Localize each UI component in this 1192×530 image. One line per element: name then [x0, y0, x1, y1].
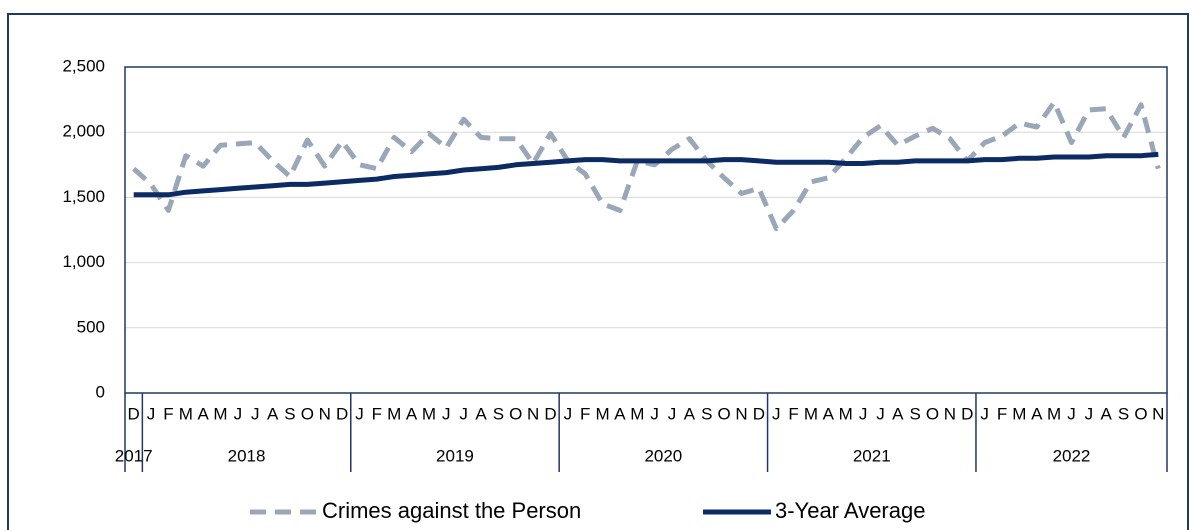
x-tick-label: F: [163, 404, 173, 423]
x-tick-label: J: [1085, 404, 1094, 423]
x-tick-label: O: [301, 404, 314, 423]
x-tick-label: O: [509, 404, 522, 423]
x-tick-label: J: [147, 404, 156, 423]
x-tick-label: M: [387, 404, 401, 423]
x-tick-label: D: [336, 404, 348, 423]
x-tick-label: M: [422, 404, 436, 423]
x-group-label: 2018: [228, 446, 266, 465]
series-line: [132, 99, 1161, 232]
y-tick-label: 2,500: [62, 56, 105, 75]
x-tick-label: N: [735, 404, 747, 423]
x-tick-label: A: [614, 404, 626, 423]
x-group-label: 2021: [853, 446, 891, 465]
x-tick-label: D: [544, 404, 556, 423]
x-tick-label: J: [442, 404, 451, 423]
x-tick-label: M: [179, 404, 193, 423]
x-tick-label: S: [493, 404, 504, 423]
x-tick-label: M: [839, 404, 853, 423]
x-tick-label: A: [684, 404, 696, 423]
x-tick-label: A: [197, 404, 209, 423]
legend-label: Crimes against the Person: [322, 498, 581, 523]
x-tick-label: O: [1134, 404, 1147, 423]
x-tick-label: J: [859, 404, 868, 423]
x-tick-label: J: [772, 404, 781, 423]
x-tick-label: J: [355, 404, 364, 423]
x-tick-label: J: [876, 404, 885, 423]
x-tick-label: S: [701, 404, 712, 423]
x-tick-label: M: [1047, 404, 1061, 423]
x-tick-label: J: [459, 404, 468, 423]
x-tick-label: M: [1012, 404, 1026, 423]
x-group-label: 2022: [1053, 446, 1091, 465]
x-tick-label: J: [668, 404, 677, 423]
x-group-label: 2019: [436, 446, 474, 465]
x-tick-label: N: [319, 404, 331, 423]
x-tick-label: N: [527, 404, 539, 423]
frame: [7, 13, 1189, 530]
x-tick-label: M: [804, 404, 818, 423]
x-tick-label: O: [718, 404, 731, 423]
x-tick-label: A: [1031, 404, 1043, 423]
x-tick-label: A: [892, 404, 904, 423]
x-tick-label: F: [372, 404, 382, 423]
x-tick-label: J: [1067, 404, 1076, 423]
x-tick-label: A: [823, 404, 835, 423]
x-tick-label: F: [788, 404, 798, 423]
x-tick-label: D: [128, 404, 140, 423]
x-tick-label: F: [580, 404, 590, 423]
x-tick-label: S: [910, 404, 921, 423]
x-tick-label: J: [251, 404, 260, 423]
x-tick-label: S: [284, 404, 295, 423]
x-tick-label: A: [406, 404, 418, 423]
x-group-label: 2017: [115, 446, 153, 465]
x-tick-label: F: [997, 404, 1007, 423]
x-tick-label: N: [944, 404, 956, 423]
x-tick-label: M: [595, 404, 609, 423]
y-tick-label: 2,000: [62, 122, 105, 141]
x-tick-label: D: [753, 404, 765, 423]
y-tick-label: 1,500: [62, 187, 105, 206]
x-group-label: 2020: [644, 446, 682, 465]
y-tick-label: 1,000: [62, 252, 105, 271]
x-tick-label: D: [961, 404, 973, 423]
x-tick-label: S: [1118, 404, 1129, 423]
y-tick-label: 500: [77, 317, 105, 336]
x-tick-label: A: [1101, 404, 1113, 423]
x-tick-label: J: [234, 404, 243, 423]
plot-frame: [124, 66, 1168, 394]
x-tick-label: M: [630, 404, 644, 423]
x-tick-label: J: [564, 404, 573, 423]
series-line: [133, 151, 1159, 198]
x-tick-label: J: [650, 404, 659, 423]
y-tick-label: 0: [96, 382, 105, 401]
x-tick-label: M: [213, 404, 227, 423]
x-tick-label: N: [1152, 404, 1164, 423]
x-tick-label: O: [926, 404, 939, 423]
x-tick-label: J: [980, 404, 989, 423]
x-tick-label: A: [267, 404, 279, 423]
x-tick-label: A: [475, 404, 487, 423]
legend-label: 3-Year Average: [775, 498, 925, 523]
